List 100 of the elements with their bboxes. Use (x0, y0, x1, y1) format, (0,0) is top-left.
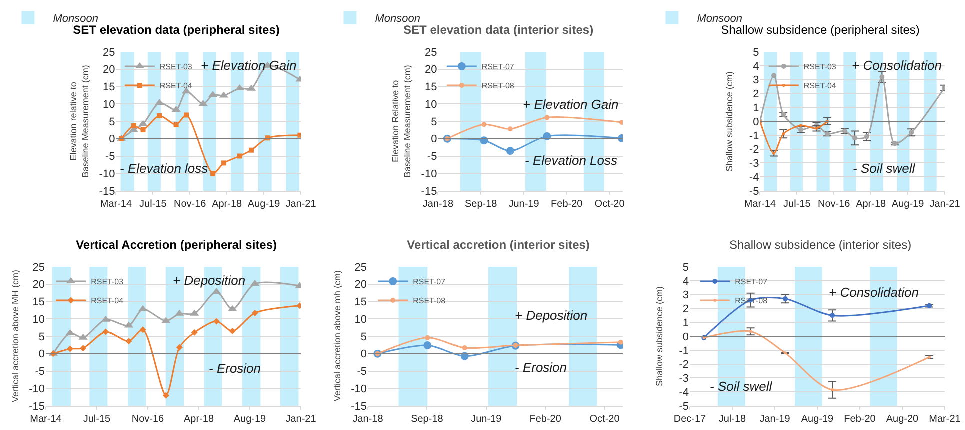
y-tick-label: -5 (357, 366, 367, 378)
y-tick-label: 10 (424, 98, 438, 111)
annotation: + Deposition (173, 273, 246, 288)
point (184, 112, 190, 118)
line-series (702, 330, 932, 392)
x-tick-label: Jul-18 (718, 414, 747, 425)
x-tick-label: Jan-19 (760, 414, 791, 425)
y-tick-label: 20 (354, 279, 367, 292)
y-tick-label: 4 (682, 276, 689, 288)
y-tick-label: 15 (32, 296, 45, 309)
point (544, 115, 550, 120)
y-tick-label: -2 (749, 144, 760, 156)
y-tick-label: -2 (679, 359, 689, 372)
legend-label: Monsoon (697, 13, 742, 26)
point (80, 345, 87, 352)
y-tick-label: 25 (32, 262, 45, 274)
point (618, 340, 623, 345)
annotation: - Erosion (209, 361, 262, 376)
x-tick-label: Jan-18 (352, 414, 384, 425)
x-tick-label: Jun-19 (508, 199, 540, 210)
point (102, 328, 110, 336)
y-tick-label: -10 (421, 168, 438, 180)
y-tick-label: -5 (105, 151, 116, 164)
chart-title: Vertical accretion (interior sites) (407, 238, 590, 252)
y-tick-label: -10 (29, 383, 45, 396)
legend-label: RSET-03 (160, 62, 193, 72)
x-tick-label: Nov-16 (818, 199, 851, 210)
y-tick-label: -5 (35, 366, 45, 378)
point (928, 356, 932, 359)
point (248, 148, 254, 153)
y-tick-label: 25 (354, 262, 367, 274)
annotation: - Elevation loss (120, 161, 209, 176)
point (482, 122, 487, 128)
x-tick-label: Aug-19 (801, 414, 834, 425)
annotation: - Elevation Loss (525, 153, 618, 168)
x-tick-label: Feb-20 (844, 414, 876, 425)
y-tick-label: -15 (29, 400, 45, 413)
y-tick-label: 3 (682, 290, 689, 302)
y-tick-label: 1 (682, 317, 689, 330)
point (506, 147, 514, 156)
annotation: - Soil swell (853, 161, 916, 176)
x-tick-label: Dec-17 (674, 414, 707, 425)
point (140, 326, 146, 334)
y-tick-label: 10 (32, 314, 45, 326)
y-axis-title: Elevation relative to Baseline Measurement (cm) (68, 65, 90, 178)
point (131, 124, 136, 129)
y-tick-label: -3 (679, 373, 689, 386)
x-tick-label: Nov-16 (174, 199, 207, 210)
y-tick-label: 15 (424, 82, 438, 94)
x-tick-label: Jan-21 (286, 414, 317, 425)
x-tick-label: Aug-20 (886, 414, 920, 425)
y-tick-label: 10 (102, 98, 116, 111)
x-tick-label: Aug-19 (248, 199, 281, 210)
y-axis-title: Vertical accretion above MH (cm) (10, 270, 20, 402)
legend-label: RSET-04 (804, 82, 837, 91)
x-tick-label: Mar-14 (744, 199, 776, 210)
x-tick-label: Apr-18 (212, 199, 243, 210)
y-tick-label: 15 (102, 82, 116, 94)
legend-label: RSET-04 (91, 296, 124, 306)
legend-label: RSET-04 (160, 82, 193, 91)
y-tick-label: -15 (421, 186, 438, 198)
point (772, 73, 777, 78)
legend-label: Monsoon (53, 13, 98, 26)
y-tick-label: -4 (679, 386, 689, 399)
y-tick-label: 20 (424, 64, 438, 76)
point (67, 346, 74, 352)
y-tick-label: 5 (109, 116, 116, 128)
legend-label: RSET-08 (413, 296, 446, 306)
x-tick-label: Oct-20 (594, 199, 626, 210)
y-tick-label: 5 (38, 331, 45, 344)
y-tick-label: 0 (109, 134, 116, 146)
chart-title: SET elevation data (peripheral sites) (73, 23, 280, 38)
point (462, 345, 468, 350)
x-tick-label: Jan-21 (930, 199, 961, 210)
x-tick-label: Jul-15 (140, 199, 168, 210)
point (174, 122, 179, 128)
point (237, 154, 242, 159)
y-tick-label: 0 (360, 348, 367, 361)
y-tick-label: 1 (753, 102, 760, 114)
y-tick-label: 0 (682, 331, 689, 344)
y-tick-label: -5 (679, 400, 689, 413)
x-tick-label: Apr-18 (856, 199, 887, 210)
y-tick-label: 20 (32, 279, 45, 292)
x-tick-label: Sep-18 (411, 414, 444, 425)
y-tick-label: 20 (102, 64, 116, 76)
y-axis-title: Vertical accretion above mh (cm) (332, 270, 342, 402)
y-tick-label: -3 (749, 158, 760, 170)
x-tick-label: Feb-20 (530, 414, 562, 425)
y-tick-label: -1 (749, 130, 760, 142)
y-tick-label: -5 (749, 186, 760, 198)
chart-title: SET elevation data (interior sites) (404, 23, 594, 38)
x-tick-label: Jul-15 (784, 199, 812, 210)
point (140, 127, 146, 132)
legend-label: RSET-07 (413, 278, 446, 287)
annotation: + Consolidation (852, 58, 942, 73)
point (852, 136, 858, 141)
point (162, 392, 170, 399)
y-tick-label: 3 (753, 74, 760, 87)
y-tick-label: 25 (424, 46, 438, 59)
x-tick-label: Aug-19 (234, 414, 267, 425)
